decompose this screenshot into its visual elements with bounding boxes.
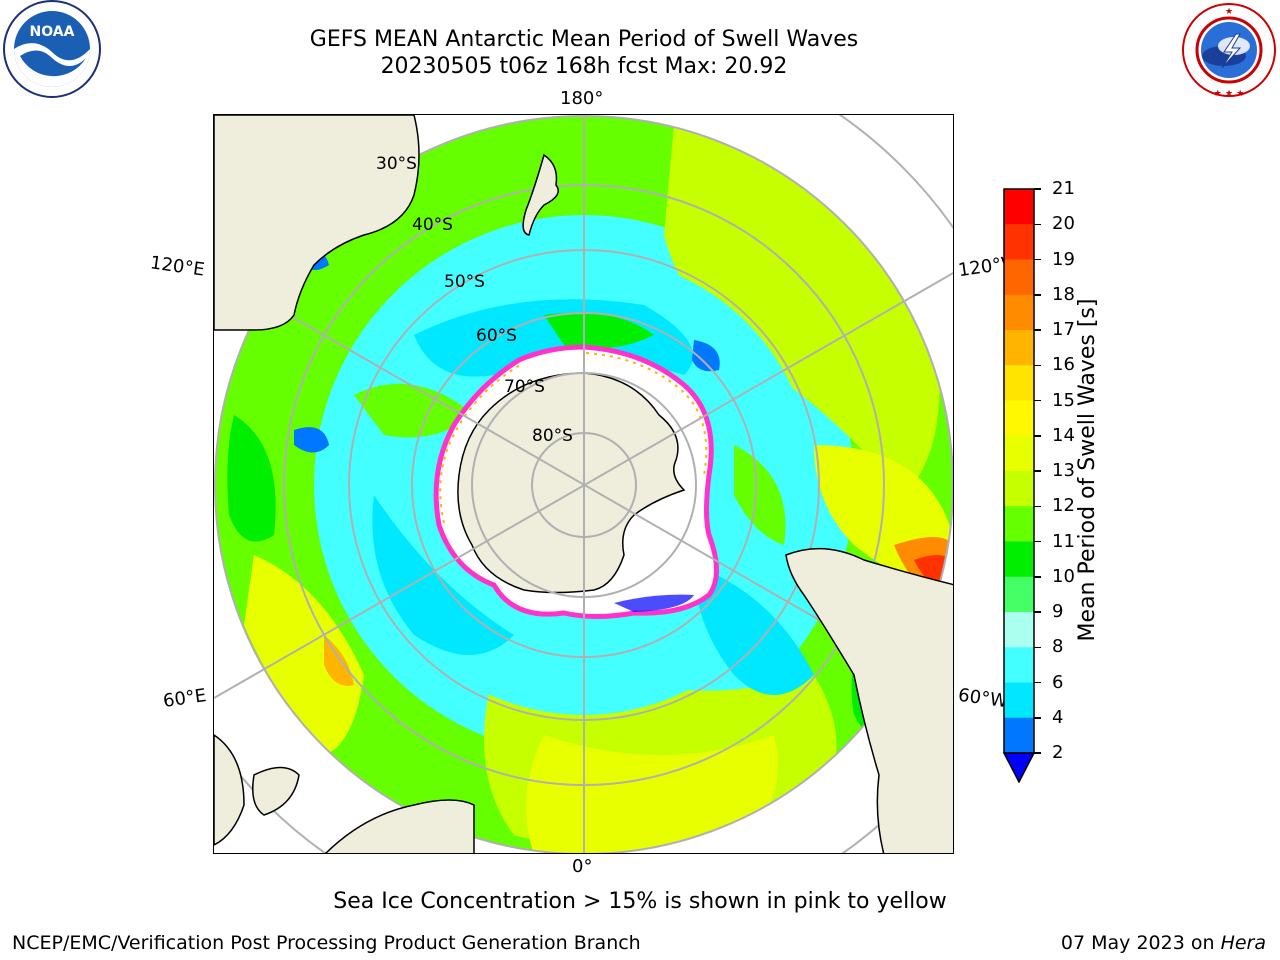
colorbar-tick-mark [1034,505,1041,507]
chart-subtitle: 20230505 t06z 168h fcst Max: 20.92 [380,54,788,79]
colorbar-tick-label: 10 [1052,565,1075,587]
colorbar-tick-mark [1034,717,1041,719]
date-stamp: 07 May 2023 on Hera [1061,932,1266,954]
colorbar-tick-mark [1034,329,1041,331]
south-america [785,547,953,853]
colorbar-tick-mark [1034,188,1041,190]
colorbar-extend-triangle [1003,752,1035,783]
date-text: 07 May 2023 on [1060,932,1221,954]
chart-title: GEFS MEAN Antarctic Mean Period of Swell… [309,27,859,52]
lat-label-60s: 60°S [476,326,517,346]
colorbar-tick-label: 6 [1052,671,1064,693]
lat-label-50s: 50°S [444,272,485,292]
colorbar-bin [1004,612,1034,648]
colorbar-tick-label: 9 [1052,601,1064,622]
colorbar-bin [1004,471,1034,507]
madagascar [252,766,300,816]
colorbar-bin [1004,541,1034,578]
lon-label-120e: 120°E [148,252,206,281]
lon-label-60e: 60°E [161,685,208,712]
colorbar-tick-label: 18 [1052,283,1075,305]
sea-ice-note: Sea Ice Concentration > 15% is shown in … [333,889,947,914]
colorbar-tick-label: 8 [1052,636,1064,658]
lon-label-180: 180° [560,88,604,109]
colorbar-tick-mark [1034,752,1041,754]
colorbar-tick-label: 14 [1052,424,1075,446]
lat-label-30s: 30°S [376,154,417,174]
colorbar-tick-label: 2 [1052,742,1064,763]
noaa-logo: NOAA [3,0,101,98]
lat-labels: 30°S 40°S 50°S 60°S 70°S 80°S [376,154,573,446]
lat-label-40s: 40°S [412,215,453,235]
colorbar-tick-label: 20 [1052,213,1075,235]
colorbar-tick-label: 15 [1052,389,1075,411]
swell-field [215,116,953,853]
colorbar-tick-mark [1034,364,1041,366]
colorbar-tick-label: 19 [1052,248,1075,270]
colorbar-bin [1004,294,1034,331]
colorbar-bin [1004,576,1034,613]
colorbar-bin [1004,506,1034,542]
colorbar-bin [1004,717,1034,754]
colorbar-tick-mark [1034,611,1041,613]
sea-ice-edge [433,344,719,619]
colorbar-tick-label: 13 [1052,460,1075,481]
colorbar-bin [1004,259,1034,296]
colorbar-tick-mark [1034,681,1041,684]
map-panel: 30°S 40°S 50°S 60°S 70°S 80°S [213,114,954,854]
antarctica [457,372,686,594]
svg-text:★: ★ [1225,7,1233,17]
colorbar-tick-label: 21 [1052,178,1075,199]
colorbar-bin [1004,365,1034,401]
colorbar [1003,188,1035,783]
new-zealand [522,153,559,236]
polar-map: 30°S 40°S 50°S 60°S 70°S 80°S [214,115,953,853]
colorbar-tick-mark [1034,399,1041,402]
colorbar-bin [1004,682,1034,719]
noaa-logo-text: NOAA [30,24,75,40]
colorbar-tick-mark [1034,435,1041,437]
colorbar-tick-label: 16 [1052,354,1075,376]
colorbar-tick-mark [1034,258,1041,261]
lat-label-70s: 70°S [504,377,545,397]
continents [214,115,953,853]
colorbar-tick-mark [1034,646,1041,648]
colorbar-bin [1004,400,1034,437]
colorbar-tick-mark [1034,223,1041,225]
lon-label-60w: 60°W [956,684,1009,713]
colorbar-tick-label: 11 [1052,530,1075,552]
africa [325,799,475,853]
colorbar-label: Mean Period of Swell Waves [s] [1075,298,1100,642]
svg-text:★ ★ ★: ★ ★ ★ [1214,89,1244,99]
colorbar-tick-label: 17 [1052,319,1075,340]
lon-label-0: 0° [572,856,593,877]
host-name: Hera [1220,932,1266,954]
lat-label-80s: 80°S [532,426,573,446]
colorbar-bin [1004,647,1034,683]
colorbar-bins [1004,189,1034,754]
colorbar-tick-mark [1034,294,1041,296]
colorbar-tick-label: 4 [1052,706,1064,728]
australia [214,115,420,331]
colorbar-tick-label: 12 [1052,495,1075,517]
nws-logo: ★ ★ ★ ★ [1182,3,1276,99]
colorbar-bin [1004,330,1034,366]
colorbar-tick-mark [1034,576,1041,578]
credit-text: NCEP/EMC/Verification Post Processing Pr… [12,932,641,954]
colorbar-tick-mark [1034,540,1041,543]
colorbar-bin [1004,224,1034,260]
colorbar-bin [1004,435,1034,472]
colorbar-bin [1004,189,1034,225]
graticule [214,115,953,853]
colorbar-tick-mark [1034,470,1041,472]
